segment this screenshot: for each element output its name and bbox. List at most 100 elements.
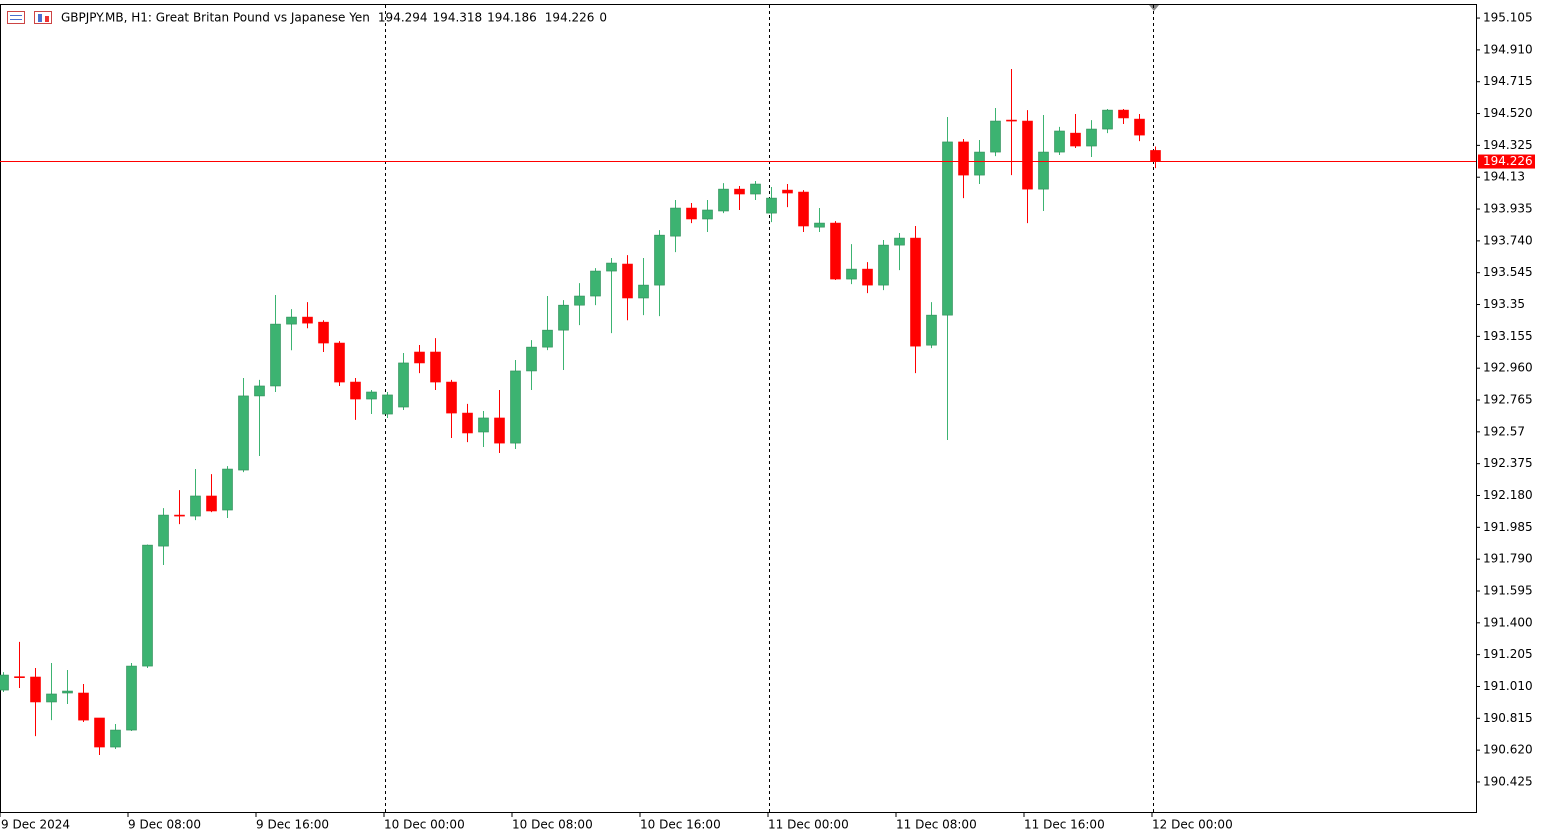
y-tick-label: 193.35 bbox=[1483, 297, 1525, 311]
header-value: 194.294 bbox=[378, 11, 428, 25]
candle-body bbox=[46, 693, 57, 703]
header-value: 194.226 bbox=[545, 11, 595, 25]
x-tick-label: 11 Dec 08:00 bbox=[896, 818, 977, 832]
candle-body bbox=[206, 495, 217, 512]
candle-body bbox=[494, 417, 505, 444]
candle-body bbox=[1134, 118, 1145, 136]
candle-body bbox=[110, 729, 121, 748]
candle-body bbox=[446, 381, 457, 414]
candle-body bbox=[878, 244, 889, 286]
candle-body bbox=[526, 346, 537, 372]
y-tick-label: 195.105 bbox=[1483, 11, 1533, 25]
candle-body bbox=[142, 544, 153, 667]
candle-body bbox=[766, 197, 777, 214]
candle-body bbox=[174, 514, 185, 517]
candle-body bbox=[782, 189, 793, 194]
candle-body bbox=[654, 234, 665, 286]
candle-body bbox=[1118, 109, 1129, 119]
x-tick-label: 9 Dec 2024 bbox=[1, 818, 70, 832]
candle-body bbox=[926, 314, 937, 346]
candle-body bbox=[366, 391, 377, 400]
candle-body bbox=[510, 370, 521, 444]
candle-body bbox=[702, 209, 713, 220]
plot-frame bbox=[0, 4, 1477, 813]
candle-body bbox=[974, 151, 985, 176]
candle-body bbox=[318, 321, 329, 344]
candle-body bbox=[190, 495, 201, 517]
y-tick-label: 190.620 bbox=[1483, 743, 1533, 757]
candle-body bbox=[1038, 151, 1049, 190]
icon bbox=[38, 14, 42, 22]
candle-body bbox=[846, 268, 857, 280]
y-tick-label: 192.180 bbox=[1483, 488, 1533, 502]
x-tick-label: 10 Dec 16:00 bbox=[640, 818, 721, 832]
candle-body bbox=[126, 665, 137, 731]
candle-body bbox=[814, 222, 825, 228]
candle-body bbox=[334, 342, 345, 383]
candle-body bbox=[0, 674, 9, 691]
header-value: 194.318 bbox=[433, 11, 483, 25]
y-tick-label: 192.375 bbox=[1483, 456, 1533, 470]
candle-body bbox=[1102, 109, 1113, 130]
x-tick-label: 12 Dec 00:00 bbox=[1152, 818, 1233, 832]
x-tick-label: 9 Dec 16:00 bbox=[256, 818, 329, 832]
x-tick-label: 9 Dec 08:00 bbox=[128, 818, 201, 832]
x-tick-label: 11 Dec 00:00 bbox=[768, 818, 849, 832]
last-price-label: 194.226 bbox=[1483, 154, 1533, 168]
x-tick-label: 11 Dec 16:00 bbox=[1024, 818, 1105, 832]
candle-body bbox=[990, 120, 1001, 153]
candle-body bbox=[382, 394, 393, 415]
candle-body bbox=[158, 514, 169, 547]
candle-body bbox=[238, 395, 249, 471]
candle-body bbox=[670, 207, 681, 237]
candle-body bbox=[254, 385, 265, 397]
candle-body bbox=[1150, 150, 1161, 162]
candle-body bbox=[590, 270, 601, 297]
candle-body bbox=[1070, 132, 1081, 147]
y-tick-label: 191.205 bbox=[1483, 647, 1533, 661]
candle-body bbox=[462, 412, 473, 434]
y-tick-label: 193.545 bbox=[1483, 265, 1533, 279]
candle-body bbox=[798, 191, 809, 227]
candle-body bbox=[478, 417, 489, 433]
candle-body bbox=[558, 304, 569, 331]
candle-body bbox=[574, 295, 585, 306]
y-tick-label: 190.815 bbox=[1483, 711, 1533, 725]
header-icons bbox=[7, 11, 52, 24]
candle-body bbox=[1022, 120, 1033, 190]
candle-body bbox=[62, 690, 73, 694]
candle-body bbox=[270, 323, 281, 387]
y-tick-label: 192.765 bbox=[1483, 393, 1533, 407]
candle-body bbox=[302, 316, 313, 324]
candle-body bbox=[94, 717, 105, 748]
candle-body bbox=[14, 676, 25, 678]
candle-body bbox=[894, 237, 905, 246]
candle-body bbox=[958, 141, 969, 176]
candle-body bbox=[606, 262, 617, 272]
chart-title: GBPJPY.MB, H1: Great Britan Pound vs Jap… bbox=[61, 11, 370, 25]
x-tick-label: 10 Dec 08:00 bbox=[512, 818, 593, 832]
candle-body bbox=[222, 468, 233, 511]
y-tick-label: 194.325 bbox=[1483, 138, 1533, 152]
header-value: 0 bbox=[599, 11, 607, 25]
y-tick-label: 192.57 bbox=[1483, 424, 1525, 438]
candle-body bbox=[398, 362, 409, 408]
candle-body bbox=[734, 188, 745, 195]
candle-body bbox=[78, 692, 89, 721]
icon bbox=[7, 11, 25, 24]
y-tick-label: 194.715 bbox=[1483, 74, 1533, 88]
candle-body bbox=[542, 329, 553, 348]
candle-body bbox=[622, 263, 633, 299]
y-tick-label: 191.985 bbox=[1483, 520, 1533, 534]
y-tick-label: 191.790 bbox=[1483, 552, 1533, 566]
y-tick-label: 190.425 bbox=[1483, 774, 1533, 788]
candle-body bbox=[862, 268, 873, 286]
candle-body bbox=[718, 188, 729, 212]
y-tick-label: 192.960 bbox=[1483, 361, 1533, 375]
y-tick-label: 193.740 bbox=[1483, 233, 1533, 247]
candle-body bbox=[30, 676, 41, 703]
y-tick-label: 194.520 bbox=[1483, 106, 1533, 120]
y-tick-label: 191.400 bbox=[1483, 615, 1533, 629]
y-tick-label: 191.010 bbox=[1483, 679, 1533, 693]
